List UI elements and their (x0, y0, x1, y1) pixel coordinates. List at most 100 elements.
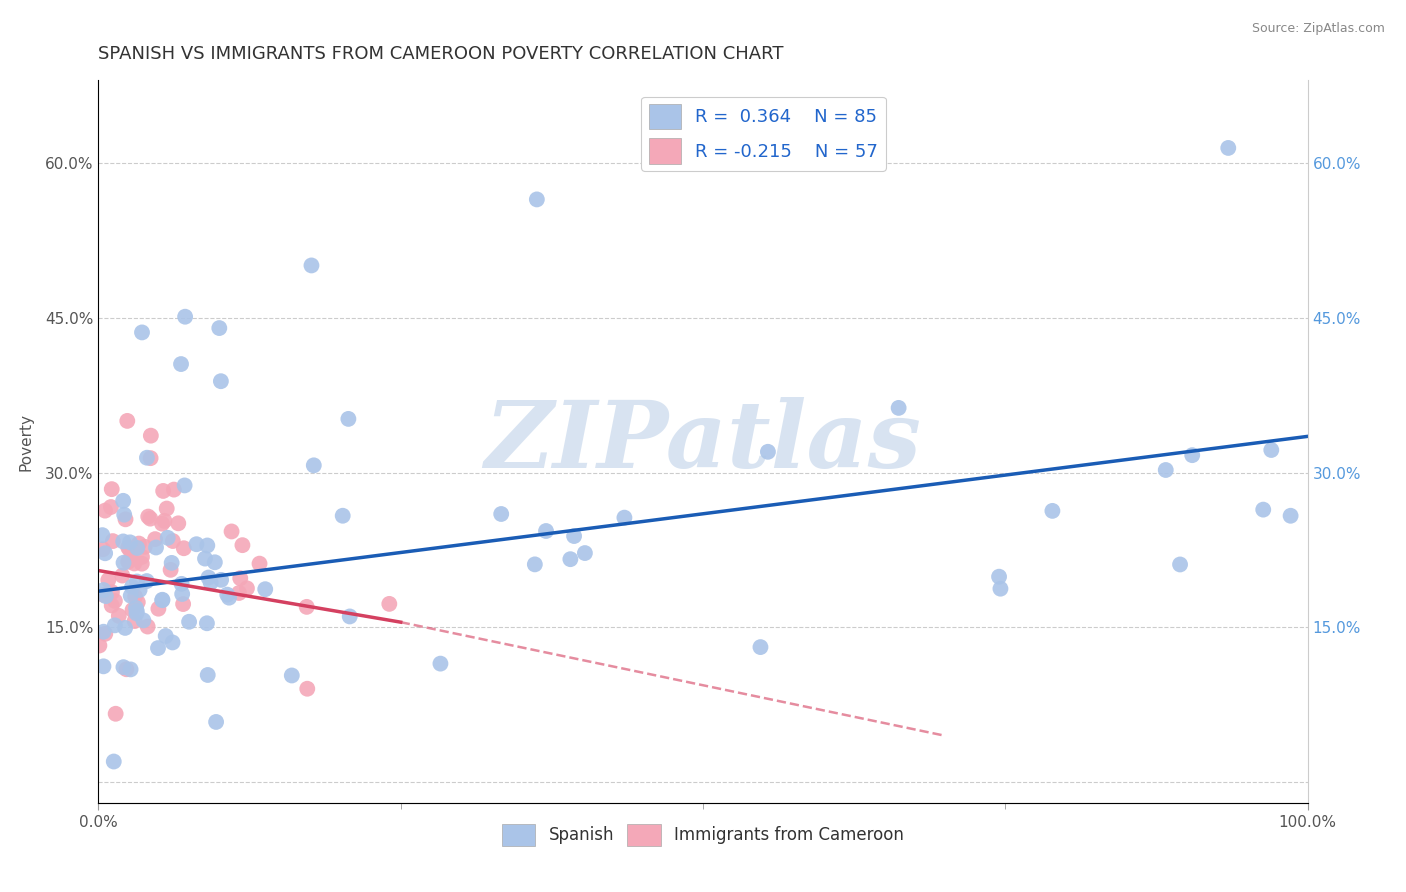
Point (1260, 442, 1282, 457)
Point (177, 615, 200, 629)
Point (167, 516, 190, 531)
Point (131, 549, 153, 564)
Point (236, 582, 259, 596)
Point (112, 534, 135, 549)
Text: ZIPatlas: ZIPatlas (485, 397, 921, 486)
Point (337, 412, 360, 426)
Point (103, 755, 125, 769)
Point (94, 627, 117, 641)
Point (121, 580, 143, 594)
Point (128, 536, 150, 550)
Point (101, 534, 124, 549)
Point (117, 541, 139, 555)
Point (125, 601, 148, 615)
Point (125, 607, 148, 621)
Point (112, 556, 135, 570)
Point (749, 640, 772, 654)
Point (756, 444, 779, 458)
Point (208, 321, 231, 335)
Point (136, 619, 159, 633)
Point (139, 428, 162, 442)
Point (205, 714, 228, 729)
Point (134, 540, 156, 554)
Point (186, 537, 208, 551)
Point (112, 660, 135, 674)
Point (117, 414, 139, 428)
Point (887, 401, 910, 415)
Point (114, 621, 136, 635)
Point (150, 593, 173, 607)
Point (118, 542, 141, 557)
Point (121, 603, 143, 617)
Point (526, 193, 548, 207)
Point (197, 570, 219, 584)
Point (127, 541, 149, 555)
Point (94, 546, 117, 560)
Text: Source: ZipAtlas.com: Source: ZipAtlas.com (1251, 22, 1385, 36)
Point (489, 507, 512, 521)
Point (429, 657, 451, 671)
Point (560, 552, 582, 566)
Point (104, 594, 127, 608)
Point (91, 528, 114, 542)
Point (221, 524, 243, 539)
Point (93, 582, 115, 597)
Y-axis label: Poverty: Poverty (18, 412, 34, 471)
Point (1154, 463, 1177, 477)
Point (155, 629, 177, 643)
Point (159, 563, 181, 577)
Point (104, 706, 127, 721)
Point (132, 614, 155, 628)
Point (562, 529, 585, 543)
Point (118, 535, 141, 549)
Point (174, 310, 197, 324)
Point (613, 510, 636, 524)
Point (150, 592, 173, 607)
Point (574, 546, 596, 560)
Point (131, 326, 153, 340)
Point (332, 508, 354, 523)
Point (170, 357, 193, 371)
Point (93, 624, 115, 639)
Point (204, 555, 226, 569)
Point (100, 599, 122, 613)
Point (93, 659, 115, 673)
Point (156, 501, 179, 516)
Point (143, 532, 166, 546)
Point (302, 458, 325, 473)
Point (89, 639, 111, 653)
Point (195, 616, 218, 631)
Point (1042, 504, 1064, 518)
Point (131, 557, 153, 571)
Legend: Spanish, Immigrants from Cameroon: Spanish, Immigrants from Cameroon (495, 818, 911, 852)
Point (120, 662, 142, 676)
Point (162, 635, 184, 649)
Point (125, 604, 148, 618)
Point (112, 493, 135, 508)
Point (281, 668, 304, 682)
Point (122, 557, 145, 571)
Point (1218, 141, 1240, 155)
Point (254, 582, 277, 597)
Point (218, 591, 240, 605)
Point (125, 574, 148, 589)
Point (1181, 448, 1204, 462)
Point (100, 500, 122, 514)
Point (988, 570, 1011, 584)
Point (114, 512, 136, 526)
Point (990, 582, 1012, 596)
Point (91, 542, 114, 557)
Point (197, 668, 219, 682)
Point (297, 681, 319, 696)
Text: SPANISH VS IMMIGRANTS FROM CAMEROON POVERTY CORRELATION CHART: SPANISH VS IMMIGRANTS FROM CAMEROON POVE… (98, 45, 785, 63)
Point (339, 609, 361, 624)
Point (170, 577, 193, 591)
Point (1279, 508, 1302, 523)
Point (117, 555, 139, 569)
Point (136, 509, 159, 524)
Point (162, 534, 184, 549)
Point (139, 451, 162, 466)
Point (94, 589, 117, 603)
Point (194, 551, 217, 566)
Point (108, 608, 131, 623)
